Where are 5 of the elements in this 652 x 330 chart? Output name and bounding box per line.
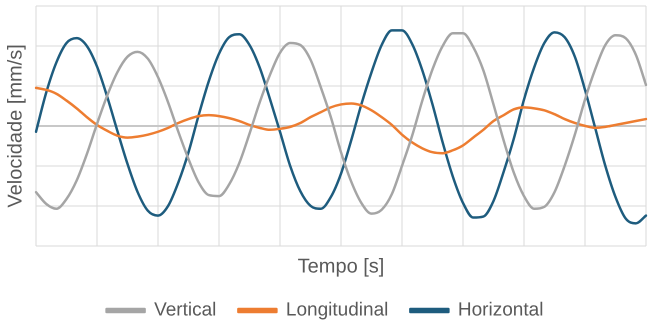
- legend-label: Longitudinal: [286, 300, 388, 321]
- y-axis-title: Velocidade [mm/s]: [4, 44, 27, 208]
- legend-label: Horizontal: [458, 300, 544, 321]
- legend-label: Vertical: [154, 300, 216, 321]
- x-axis-title: Tempo [s]: [298, 256, 384, 278]
